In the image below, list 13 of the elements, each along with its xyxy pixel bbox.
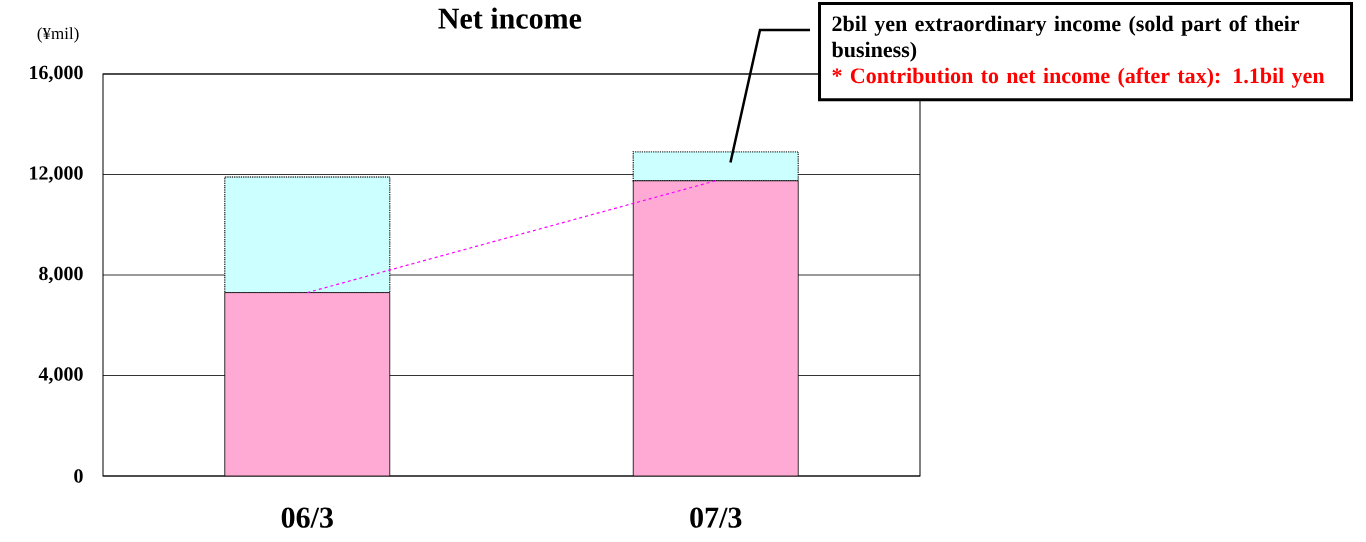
bar xyxy=(632,180,799,476)
chart-title: Net income xyxy=(438,7,582,29)
x-tick-label: 06/3 xyxy=(281,507,333,528)
annotation: * Contribution to net income (after tax): 1.1bil yen xyxy=(832,67,1325,88)
x-tick-label: 07/3 xyxy=(690,507,742,528)
y-tick-label: 4,000 xyxy=(38,367,83,384)
y-tick-label: 0 xyxy=(74,469,83,483)
y-tick-label: 16,000 xyxy=(30,65,83,83)
y-tick-label: 8,000 xyxy=(39,266,83,284)
text: 2bil yen extraordinary income (sold part of their business) xyxy=(831,15,1300,62)
bar xyxy=(224,292,391,476)
y-tick-label: 12,000 xyxy=(30,166,83,183)
y-axis-title: (¥mil) xyxy=(37,27,79,43)
